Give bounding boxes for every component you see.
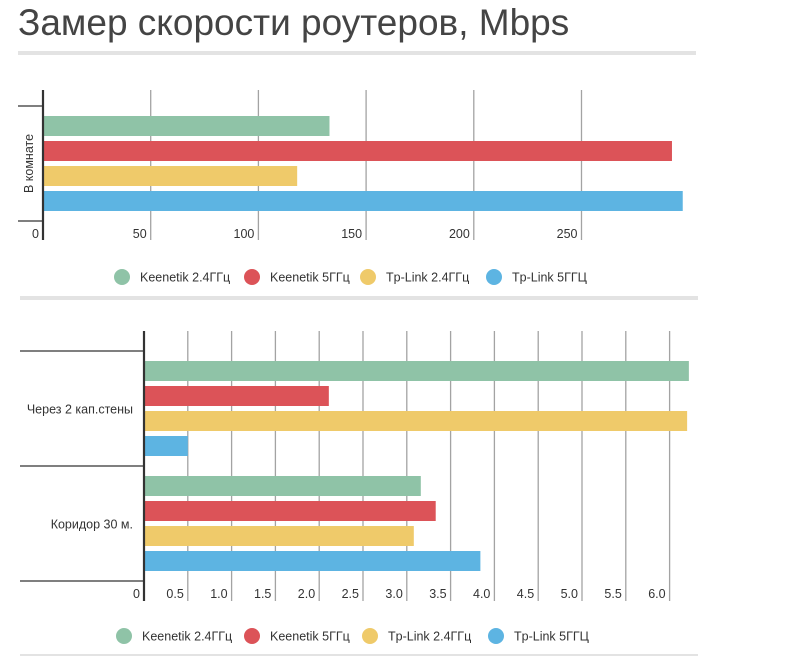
legend-label: Tp-Link 5ГГЦ bbox=[512, 271, 588, 285]
x-tick-label: 100 bbox=[234, 227, 255, 241]
x-tick-label: 250 bbox=[557, 227, 578, 241]
bar-2-1 bbox=[44, 141, 672, 161]
bar-2-2 bbox=[145, 501, 436, 521]
x-tick-label: 200 bbox=[449, 227, 470, 241]
legend-label: Tp-Link 2.4ГГц bbox=[386, 271, 469, 285]
legend-marker bbox=[244, 628, 260, 644]
x-tick-label: 1.5 bbox=[254, 587, 271, 601]
chart-divider bbox=[20, 296, 698, 300]
x-tick-label: 4.5 bbox=[517, 587, 534, 601]
legend-label: Tp-Link 5ГГЦ bbox=[514, 630, 590, 644]
bar-4-1 bbox=[44, 191, 683, 211]
legend-marker bbox=[116, 628, 132, 644]
x-tick-label: 0.5 bbox=[166, 587, 183, 601]
x-tick-label: 0 bbox=[133, 587, 140, 601]
bar-2-1 bbox=[145, 386, 329, 406]
legend-label: Tp-Link 2.4ГГц bbox=[388, 630, 471, 644]
x-tick-label: 6.0 bbox=[648, 587, 665, 601]
category-label: Через 2 кап.стены bbox=[27, 403, 133, 417]
legend-marker bbox=[244, 269, 260, 285]
category-label: Коридор 30 м. bbox=[51, 518, 133, 532]
legend-marker bbox=[486, 269, 502, 285]
bar-3-1 bbox=[145, 411, 688, 431]
legend-label: Keenetik 5ГГц bbox=[270, 271, 350, 285]
bar-4-2 bbox=[145, 551, 481, 571]
bar-1-1 bbox=[44, 116, 330, 136]
legend-label: Keenetik 2.4ГГц bbox=[140, 271, 230, 285]
title-divider bbox=[18, 51, 696, 55]
legend-marker bbox=[488, 628, 504, 644]
bar-1-1 bbox=[145, 361, 689, 381]
legend-label: Keenetik 2.4ГГц bbox=[142, 630, 232, 644]
legend-marker bbox=[360, 269, 376, 285]
bottom-divider bbox=[20, 654, 698, 656]
x-tick-label: 1.0 bbox=[210, 587, 227, 601]
legend-marker bbox=[362, 628, 378, 644]
page-title: Замер скорости роутеров, Mbps bbox=[18, 2, 570, 43]
x-tick-label: 3.5 bbox=[429, 587, 446, 601]
x-tick-label: 3.0 bbox=[385, 587, 402, 601]
x-tick-label: 5.5 bbox=[604, 587, 621, 601]
bar-3-2 bbox=[145, 526, 414, 546]
legend-marker bbox=[114, 269, 130, 285]
bar-3-1 bbox=[44, 166, 298, 186]
x-tick-label: 0 bbox=[32, 227, 39, 241]
x-tick-label: 2.0 bbox=[298, 587, 315, 601]
legend-label: Keenetik 5ГГц bbox=[270, 630, 350, 644]
category-label: В комнате bbox=[22, 134, 36, 193]
x-tick-label: 4.0 bbox=[473, 587, 490, 601]
bar-1-2 bbox=[145, 476, 421, 496]
x-tick-label: 5.0 bbox=[561, 587, 578, 601]
x-tick-label: 50 bbox=[133, 227, 147, 241]
x-tick-label: 150 bbox=[341, 227, 362, 241]
bar-4-1 bbox=[145, 436, 188, 456]
x-tick-label: 2.5 bbox=[342, 587, 359, 601]
